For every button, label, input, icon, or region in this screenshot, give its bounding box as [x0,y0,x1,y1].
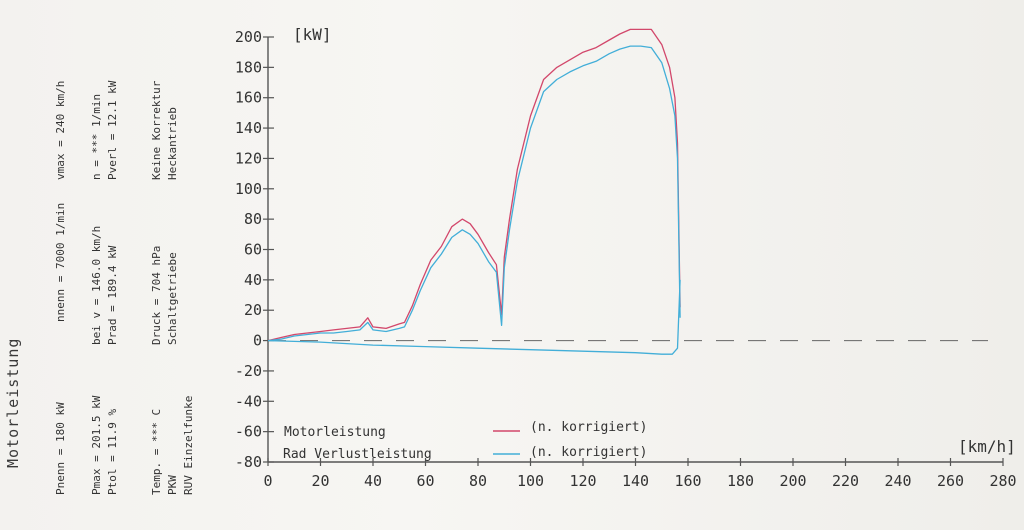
params-col6: Temp. = *** C PKW RUV Einzelfunke [150,396,195,495]
x-tick-label: 180 [727,472,754,490]
param-korrektur: Keine Korrektur [150,80,163,180]
x-tick-label: 60 [416,472,434,490]
param-getriebe: Schaltgetriebe [166,252,179,345]
params-col5: Keine Korrektur Heckantrieb [150,80,179,180]
legend-note-motor: (n. korrigiert) [530,420,647,435]
y-tick-label: 180 [235,58,262,76]
param-zuendung: RUV Einzelfunke [182,396,195,495]
legend-note-rad: (n. korrigiert) [530,445,647,460]
param-beiv: bei v = 146.0 km/h [90,226,103,345]
x-tick-label: 80 [469,472,487,490]
series-line-motorleistung [267,28,681,342]
params-col1: Pnenn = 180 kW Pmax = 201.5 kW Ptol = 11… [54,395,119,495]
y-tick-label: -40 [235,392,262,410]
tick-labels: -80 -60 -40 -20 0 20 40 60 80 100 120 140 160 180 200 0… [235,28,1017,490]
y-tick-label: 40 [244,271,262,289]
y-tick-label: -80 [235,453,262,471]
param-nnenn: nnenn = 7000 1/min [54,203,67,322]
param-pverl: Pverl = 12.1 kW [106,80,119,180]
x-tick-label: 200 [779,472,806,490]
param-pkw: PKW [166,475,179,495]
y-tick-label: 120 [235,149,262,167]
x-tick-label: 120 [569,472,596,490]
series-line-rad [267,45,681,342]
x-tick-label: 260 [937,472,964,490]
y-tick-label: 200 [235,28,262,46]
param-vmax: vmax = 240 km/h [54,81,67,180]
param-n: n = *** 1/min [90,94,103,180]
x-tick-label: 20 [311,472,329,490]
x-tick-label: 240 [884,472,911,490]
param-antrieb: Heckantrieb [166,107,179,180]
legend: Motorleistung (n. korrigiert) Rad Verlus… [283,420,647,462]
series-line-verlust [267,279,681,355]
y-tick-label: -60 [235,423,262,441]
axes [263,36,1004,466]
series-lines [267,28,681,355]
y-tick-label: 100 [235,180,262,198]
params-col3: vmax = 240 km/h n = *** 1/min Pverl = 12… [54,80,119,180]
y-tick-label: 160 [235,89,262,107]
param-ptol: Ptol = 11.9 % [106,409,119,495]
x-tick-label: 40 [364,472,382,490]
y-tick-label: 60 [244,241,262,259]
param-druck: Druck = 704 hPa [150,246,163,345]
x-tick-label: 140 [622,472,649,490]
x-tick-label: 280 [989,472,1016,490]
param-prad: Prad = 189.4 kW [106,245,119,345]
legend-label-motor: Motorleistung [284,425,386,440]
y-axis-label: [kW] [293,25,332,44]
x-tick-label: 0 [263,472,272,490]
param-temp: Temp. = *** C [150,409,163,495]
y-tick-label: 80 [244,210,262,228]
param-pmax: Pmax = 201.5 kW [90,395,103,495]
y-tick-label: 20 [244,301,262,319]
x-tick-label: 160 [674,472,701,490]
y-tick-label: -20 [235,362,262,380]
y-tick-label: 140 [235,119,262,137]
legend-label-rad: Rad Verlustleistung [283,447,432,462]
params-col4: Druck = 704 hPa Schaltgetriebe [150,246,179,345]
x-tick-label: 220 [832,472,859,490]
x-axis-label: [km/h] [958,437,1016,456]
x-tick-label: 100 [517,472,544,490]
y-tick-label: 0 [253,332,262,350]
param-pnenn: Pnenn = 180 kW [54,402,67,495]
params-col2: nnenn = 7000 1/min bei v = 146.0 km/h Pr… [54,203,119,345]
